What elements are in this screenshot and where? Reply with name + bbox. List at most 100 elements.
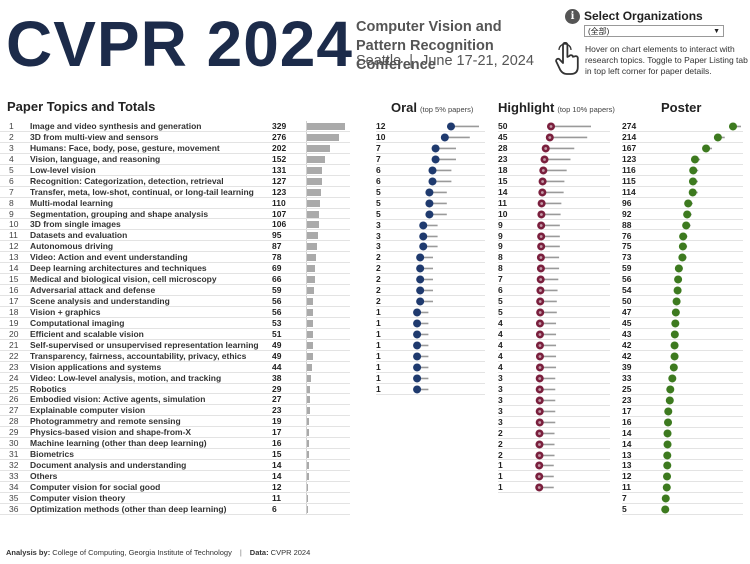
oral-dot[interactable] xyxy=(428,166,437,175)
oral-dot[interactable] xyxy=(413,363,422,372)
poster-dot[interactable] xyxy=(674,275,683,284)
topic-row[interactable]: 13 Video: Action and event understanding 7… xyxy=(0,252,350,264)
topic-total-bar[interactable] xyxy=(307,352,313,360)
poster-dot[interactable] xyxy=(679,231,688,240)
topic-total-bar[interactable] xyxy=(307,451,309,459)
topic-row[interactable]: 35 Computer vision theory 11 xyxy=(0,493,350,504)
topic-row[interactable]: 24 Video: Low-level analysis, motion, and… xyxy=(0,373,350,384)
topic-row[interactable]: 23 Vision applications and systems 44 xyxy=(0,362,350,373)
topic-row[interactable]: 33 Others 14 xyxy=(0,471,350,482)
topic-row[interactable]: 15 Medical and biological vision, cell mi… xyxy=(0,274,350,286)
poster-dot[interactable] xyxy=(664,407,673,416)
poster-dot[interactable] xyxy=(683,210,692,219)
topic-total-bar[interactable] xyxy=(307,232,318,240)
oral-dot[interactable] xyxy=(416,297,425,306)
poster-dot[interactable] xyxy=(666,385,675,394)
oral-dot[interactable] xyxy=(428,177,437,186)
topic-total-bar[interactable] xyxy=(307,429,309,437)
poster-dot[interactable] xyxy=(669,363,678,372)
topic-row[interactable]: 31 Biometrics 15 xyxy=(0,449,350,461)
oral-dot[interactable] xyxy=(440,133,449,142)
poster-dot[interactable] xyxy=(670,341,679,350)
topic-total-bar[interactable] xyxy=(307,319,314,327)
poster-dot[interactable] xyxy=(663,461,672,470)
poster-dot[interactable] xyxy=(663,440,672,449)
topic-total-bar[interactable] xyxy=(307,210,320,218)
poster-dot[interactable] xyxy=(663,450,672,459)
oral-dot[interactable] xyxy=(413,341,422,350)
topic-row[interactable]: 28 Photogrammetry and remote sensing 19 xyxy=(0,416,350,428)
topic-row[interactable]: 26 Embodied vision: Active agents, simula… xyxy=(0,394,350,406)
topic-total-bar[interactable] xyxy=(307,166,323,174)
poster-dot[interactable] xyxy=(670,330,679,339)
topic-total-bar[interactable] xyxy=(307,177,322,185)
topic-row[interactable]: 29 Physics-based vision and shape-from-X 1… xyxy=(0,427,350,439)
topic-row[interactable]: 3 Humans: Face, body, pose, gesture, move… xyxy=(0,143,350,154)
oral-dot[interactable] xyxy=(413,352,422,361)
topic-total-bar[interactable] xyxy=(307,265,315,273)
topic-row[interactable]: 21 Self-supervised or unsupervised repres… xyxy=(0,340,350,351)
topic-row[interactable]: 5 Low-level vision 131 xyxy=(0,165,350,176)
topic-row[interactable]: 16 Adversarial attack and defense 59 xyxy=(0,285,350,296)
poster-dot[interactable] xyxy=(678,242,687,251)
poster-dot[interactable] xyxy=(663,472,672,481)
topic-row[interactable]: 6 Recognition: Categorization, detection,… xyxy=(0,176,350,187)
topic-row[interactable]: 22 Transparency, fairness, accountability… xyxy=(0,351,350,362)
oral-dot[interactable] xyxy=(413,319,422,328)
topic-row[interactable]: 25 Robotics 29 xyxy=(0,384,350,395)
topic-row[interactable]: 34 Computer vision for social good 12 xyxy=(0,482,350,493)
topic-total-bar[interactable] xyxy=(307,276,315,284)
poster-dot[interactable] xyxy=(671,308,680,317)
topic-total-bar[interactable] xyxy=(307,133,339,141)
topic-row[interactable]: 1 Image and video synthesis and generatio… xyxy=(0,121,350,132)
topic-row[interactable]: 17 Scene analysis and understanding 56 xyxy=(0,296,350,307)
topic-total-bar[interactable] xyxy=(307,330,313,338)
oral-dot[interactable] xyxy=(447,122,455,131)
topic-total-bar[interactable] xyxy=(307,221,320,229)
topic-row[interactable]: 4 Vision, language, and reasoning 152 xyxy=(0,154,350,165)
poster-dot[interactable] xyxy=(661,494,670,503)
topic-row[interactable]: 32 Document analysis and understanding 14 xyxy=(0,460,350,471)
topic-row[interactable]: 8 Multi-modal learning 110 xyxy=(0,198,350,209)
poster-dot[interactable] xyxy=(674,264,683,273)
topic-total-bar[interactable] xyxy=(307,308,314,316)
poster-dot[interactable] xyxy=(682,221,691,230)
topic-row[interactable]: 36 Optimization methods (other than deep … xyxy=(0,504,350,515)
topic-row[interactable]: 19 Computational imaging 53 xyxy=(0,318,350,329)
poster-dot[interactable] xyxy=(678,253,687,262)
topic-total-bar[interactable] xyxy=(307,144,331,152)
poster-dot[interactable] xyxy=(662,483,671,492)
topic-total-bar[interactable] xyxy=(307,298,314,305)
poster-dot[interactable] xyxy=(671,319,680,328)
topic-total-bar[interactable] xyxy=(307,243,318,251)
topic-total-bar[interactable] xyxy=(307,287,314,295)
oral-dot[interactable] xyxy=(425,199,434,208)
topic-row[interactable]: 9 Segmentation, grouping and shape analys… xyxy=(0,209,350,220)
poster-dot[interactable] xyxy=(672,297,681,306)
oral-dot[interactable] xyxy=(413,330,422,339)
topic-total-bar[interactable] xyxy=(307,483,309,491)
poster-dot[interactable] xyxy=(702,144,711,153)
topic-row[interactable]: 10 3D from single images 106 xyxy=(0,219,350,231)
poster-dot[interactable] xyxy=(661,505,670,514)
oral-dot[interactable] xyxy=(419,242,428,251)
topic-total-bar[interactable] xyxy=(307,494,309,502)
topic-total-bar[interactable] xyxy=(307,155,325,163)
oral-dot[interactable] xyxy=(416,264,425,273)
poster-dot[interactable] xyxy=(673,286,682,295)
topic-row[interactable]: 2 3D from multi-view and sensors 276 xyxy=(0,132,350,143)
info-icon[interactable]: i xyxy=(565,9,580,24)
poster-dot[interactable] xyxy=(663,429,672,438)
topic-total-bar[interactable] xyxy=(307,374,312,382)
topic-total-bar[interactable] xyxy=(307,188,322,196)
topic-row[interactable]: 7 Transfer, meta, low-shot, continual, or… xyxy=(0,187,350,198)
topic-total-bar[interactable] xyxy=(307,462,309,470)
topic-total-bar[interactable] xyxy=(307,505,308,513)
topic-total-bar[interactable] xyxy=(307,385,311,393)
poster-dot[interactable] xyxy=(665,396,674,405)
oral-dot[interactable] xyxy=(413,308,422,317)
topic-row[interactable]: 18 Vision + graphics 56 xyxy=(0,307,350,318)
poster-dot[interactable] xyxy=(689,166,698,175)
topic-total-bar[interactable] xyxy=(307,199,320,207)
topic-row[interactable]: 30 Machine learning (other than deep lear… xyxy=(0,438,350,450)
